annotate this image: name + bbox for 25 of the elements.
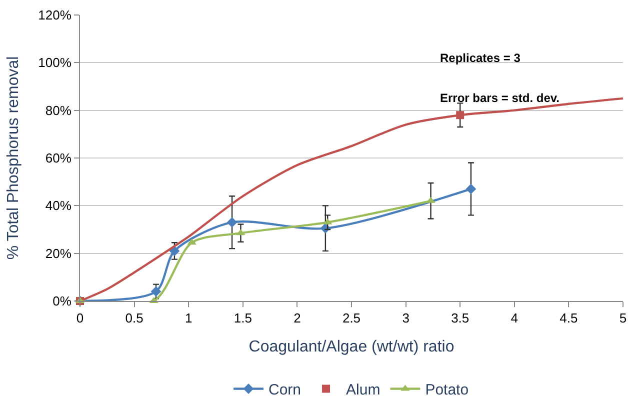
legend-label: Potato bbox=[425, 382, 469, 399]
annotation: Error bars = std. dev. bbox=[440, 91, 560, 105]
x-tick-label: 2 bbox=[294, 310, 301, 326]
x-tick-label: 5 bbox=[619, 310, 627, 326]
x-tick-label: 0 bbox=[76, 310, 84, 326]
x-tick-label: 3 bbox=[402, 310, 410, 326]
x-tick-label: 3.5 bbox=[451, 310, 470, 326]
y-axis-title: % Total Phosphorus removal bbox=[5, 56, 22, 260]
x-tick-label: 4.5 bbox=[560, 310, 578, 326]
x-tick-label: 1.5 bbox=[234, 310, 252, 326]
legend-label: Alum bbox=[346, 382, 380, 399]
x-axis-title: Coagulant/Algae (wt/wt) ratio bbox=[248, 338, 454, 356]
annotation: Replicates = 3 bbox=[440, 51, 521, 65]
legend-label: Corn bbox=[268, 382, 302, 399]
x-tick-label: 2.5 bbox=[342, 310, 361, 326]
y-tick-label: 60% bbox=[45, 150, 72, 166]
y-tick-label: 0% bbox=[52, 294, 72, 309]
x-tick-label: 0.5 bbox=[125, 310, 144, 326]
y-tick-label: 120% bbox=[38, 8, 72, 23]
y-tick-label: 80% bbox=[45, 102, 72, 118]
x-tick-label: 4 bbox=[510, 310, 518, 326]
x-tick-label: 1 bbox=[184, 310, 192, 326]
y-tick-label: 20% bbox=[45, 246, 72, 261]
y-tick-label: 40% bbox=[45, 198, 72, 214]
y-tick-label: 100% bbox=[38, 55, 72, 70]
